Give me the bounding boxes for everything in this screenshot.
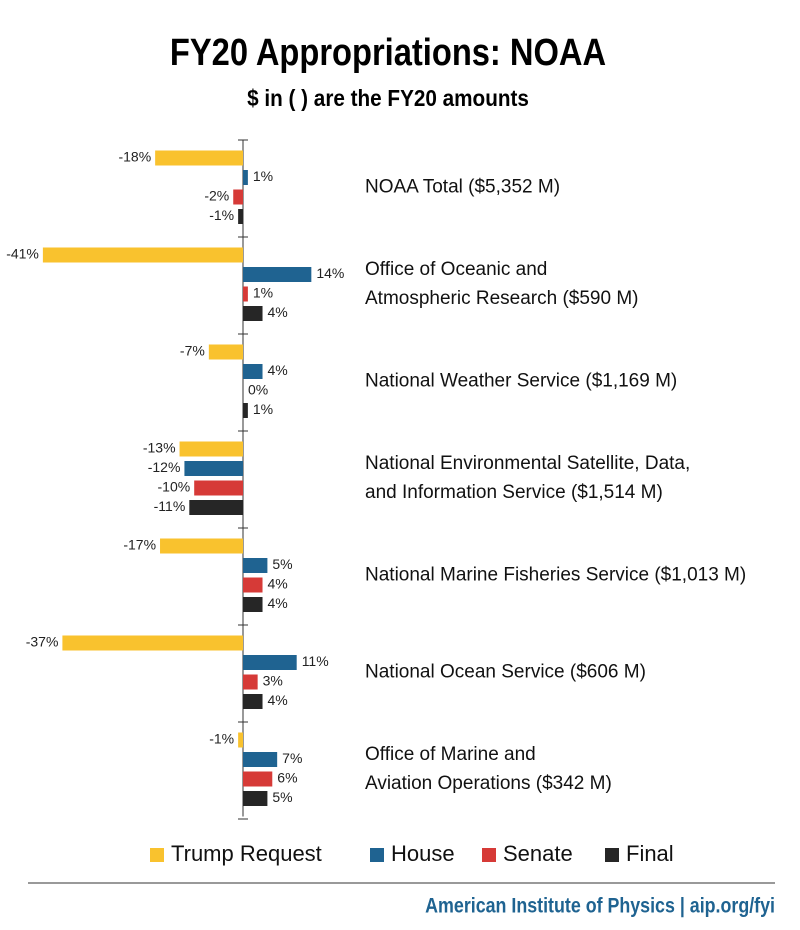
legend-swatch (605, 848, 619, 862)
legend-label: House (391, 841, 455, 866)
chart-title: FY20 Appropriations: NOAA (170, 31, 606, 74)
value-label: -7% (180, 343, 205, 359)
bar (243, 267, 312, 282)
value-label: 7% (282, 750, 302, 766)
bar (184, 461, 243, 476)
chart-subtitle: $ in ( ) are the FY20 amounts (247, 85, 529, 111)
legend-swatch (482, 848, 496, 862)
bar (194, 480, 243, 496)
value-label: 6% (277, 770, 297, 786)
value-label: 1% (253, 168, 273, 184)
category-label: National Ocean Service ($606 M) (365, 661, 646, 683)
category-label: National Weather Service ($1,169 M) (365, 370, 678, 392)
bar (243, 694, 263, 709)
value-label: -10% (158, 479, 191, 495)
legend-label: Final (626, 841, 674, 866)
bar (243, 674, 258, 690)
bar (243, 306, 263, 321)
bar (243, 791, 268, 806)
value-label: 1% (253, 401, 273, 417)
bar (189, 500, 243, 515)
value-label: -2% (204, 188, 229, 204)
bar (155, 150, 243, 166)
value-label: -13% (143, 440, 176, 456)
bar (243, 655, 297, 670)
bar (238, 732, 243, 748)
bar (243, 558, 268, 573)
value-label: 4% (268, 692, 288, 708)
value-label: 4% (268, 304, 288, 320)
bar (243, 286, 248, 302)
value-label: -12% (148, 459, 181, 475)
legend-swatch (150, 848, 164, 862)
bar (243, 771, 273, 787)
value-label: 5% (272, 789, 292, 805)
category-label: Office of Marine and Aviation Operations… (365, 744, 612, 795)
category-label: NOAA Total ($5,352 M) (365, 176, 561, 198)
bar (208, 344, 243, 360)
value-label: 11% (302, 653, 329, 669)
value-label: -1% (209, 731, 234, 747)
bar (243, 170, 248, 185)
value-label: 14% (316, 265, 344, 281)
bar (179, 441, 243, 457)
legend-swatch (370, 848, 384, 862)
category-label: National Environmental Satellite, Data, … (365, 453, 691, 504)
value-label: 5% (272, 556, 292, 572)
bar (243, 403, 248, 418)
value-label: 4% (268, 362, 288, 378)
value-label: -18% (118, 149, 151, 165)
value-label: 4% (268, 576, 288, 592)
value-label: -1% (209, 207, 234, 223)
bar (160, 538, 243, 554)
value-label: 3% (263, 673, 283, 689)
legend-label: Trump Request (171, 841, 322, 866)
footer: American Institute of Physics | aip.org/… (425, 894, 775, 918)
bar (233, 189, 243, 205)
value-label: -11% (154, 498, 186, 514)
value-label: 1% (253, 285, 273, 301)
value-label: -17% (123, 537, 156, 553)
value-label: -37% (26, 634, 59, 650)
bar (62, 635, 244, 651)
bar (243, 364, 263, 379)
legend-label: Senate (503, 841, 573, 866)
category-label: National Marine Fisheries Service ($1,01… (365, 564, 747, 586)
bar (238, 209, 243, 224)
bar (243, 577, 263, 593)
bar (42, 247, 243, 263)
bar (243, 752, 278, 767)
value-label: 0% (248, 382, 268, 398)
bar (243, 597, 263, 612)
value-label: 4% (268, 595, 288, 611)
value-label: -41% (6, 246, 39, 262)
category-label: Office of Oceanic and Atmospheric Resear… (365, 259, 639, 310)
